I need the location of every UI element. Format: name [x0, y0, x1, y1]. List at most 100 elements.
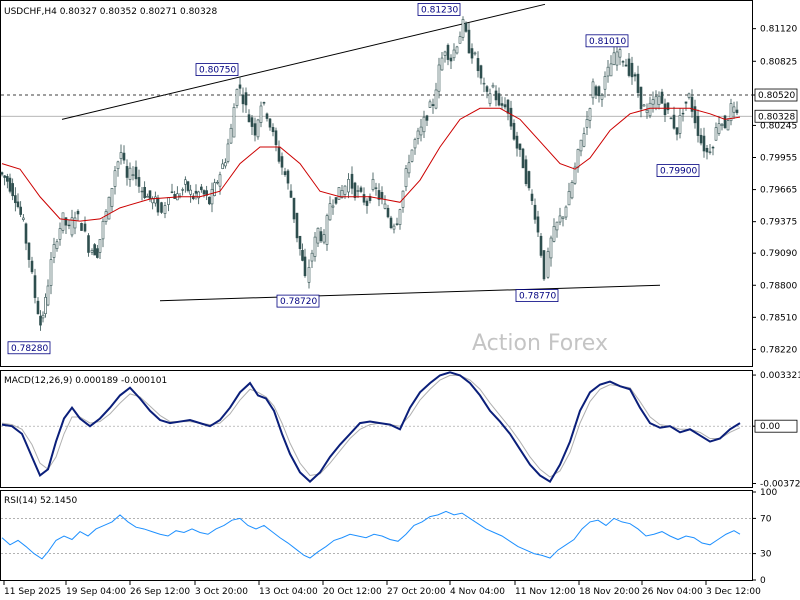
candle-body: [131, 174, 135, 176]
candle-body: [705, 147, 709, 153]
time-axis-label: 11 Sep 2025: [4, 587, 61, 597]
candle-body: [678, 114, 682, 134]
candle-body: [200, 186, 203, 191]
candle-body: [113, 170, 117, 187]
price-annotation-label: 0.81230: [421, 5, 458, 15]
candle-body: [107, 196, 111, 220]
candle-body: [464, 22, 468, 32]
candle-body: [49, 259, 53, 286]
candle-body: [313, 236, 317, 257]
candle-body: [328, 203, 332, 221]
candle-body: [140, 190, 144, 193]
candle-body: [422, 116, 426, 133]
candle-body: [36, 300, 40, 315]
candle-body: [555, 221, 559, 231]
candle-body: [717, 123, 721, 134]
candle-body: [64, 217, 68, 226]
candle-body: [573, 166, 577, 184]
candle-body: [96, 248, 99, 258]
candle-body: [61, 212, 65, 231]
candle-body: [319, 231, 323, 242]
candle-body: [58, 228, 62, 240]
candle-body: [612, 52, 616, 65]
candle-body: [235, 88, 239, 106]
candle-body: [232, 107, 236, 138]
candle-body: [542, 250, 546, 280]
candle-body: [11, 183, 14, 197]
candle-body: [90, 250, 94, 253]
candle-body: [216, 181, 219, 184]
candle-body: [389, 217, 393, 229]
candle-body: [128, 167, 132, 180]
candle-body: [696, 115, 700, 136]
candle-body: [194, 190, 198, 194]
candle-body: [627, 58, 631, 76]
candle-body: [491, 84, 495, 88]
candle-body: [500, 103, 504, 106]
candle-body: [452, 49, 456, 59]
candle-body: [443, 51, 447, 56]
current-price-marker-label: 0.80328: [758, 112, 795, 122]
candle-body: [286, 170, 290, 184]
candle-body: [125, 166, 129, 178]
candle-body: [3, 175, 6, 178]
price-annotation-box: [195, 63, 239, 76]
candle-body: [615, 51, 619, 66]
moving-average-line: [1, 107, 741, 222]
candle-body: [633, 74, 637, 77]
candle-body: [425, 115, 429, 121]
candle-body: [609, 63, 613, 77]
candle-body: [597, 86, 601, 97]
time-axis-label: 26 Nov 04:00: [642, 587, 703, 597]
price-annotation-label: 0.79900: [660, 167, 697, 177]
time-axis-label: 26 Sep 12:00: [130, 587, 190, 597]
rsi-axis-label: 30: [760, 550, 772, 560]
rsi-axis-label: 70: [760, 514, 772, 524]
candle-body: [268, 118, 272, 128]
candle-body: [30, 260, 34, 273]
candle-body: [446, 44, 450, 60]
price-axis-label: 0.79090: [760, 249, 797, 259]
candle-body: [639, 86, 643, 110]
candle-body: [506, 99, 510, 114]
candle-body: [331, 205, 335, 208]
candle-body: [485, 86, 489, 92]
candle-body: [70, 217, 74, 236]
candle-body: [365, 200, 369, 206]
candle-body: [413, 139, 417, 149]
candle-body: [708, 151, 712, 153]
candle-body: [259, 105, 263, 123]
macd-zero-marker-box: [754, 419, 798, 433]
candle-body: [606, 66, 610, 77]
candle-body: [726, 120, 730, 131]
candle-body: [210, 189, 214, 205]
candle-body: [202, 190, 206, 195]
candle-body: [561, 216, 565, 219]
candle-body: [16, 201, 20, 208]
candle-body: [134, 166, 138, 180]
candle-body: [476, 58, 480, 72]
rsi-header: RSI(14) 52.1450: [4, 496, 77, 506]
candle-body: [527, 171, 531, 189]
candle-body: [101, 220, 105, 240]
price-annotation-label: 0.78720: [280, 297, 317, 307]
candle-body: [458, 36, 462, 44]
candle-body: [359, 187, 363, 192]
price-annotation-label: 0.78770: [519, 292, 556, 302]
candle-body: [591, 81, 595, 99]
candle-body: [642, 104, 646, 107]
candle-body: [374, 187, 378, 189]
chart-symbol-header: USDCHF,H4 0.80327 0.80352 0.80271 0.8032…: [4, 7, 217, 17]
candle-body: [325, 215, 329, 245]
candle-body: [714, 127, 718, 141]
candle-body: [218, 174, 222, 187]
candle-body: [55, 241, 59, 249]
candle-body: [322, 234, 326, 243]
candle-body: [690, 96, 694, 112]
price-axis-label: 0.79665: [760, 186, 797, 196]
price-annotation-box: [417, 3, 461, 16]
rsi-axis-label: 0: [760, 576, 766, 586]
candle-body: [316, 227, 320, 244]
price-annotation-box: [515, 289, 559, 302]
candle-body: [558, 215, 562, 223]
